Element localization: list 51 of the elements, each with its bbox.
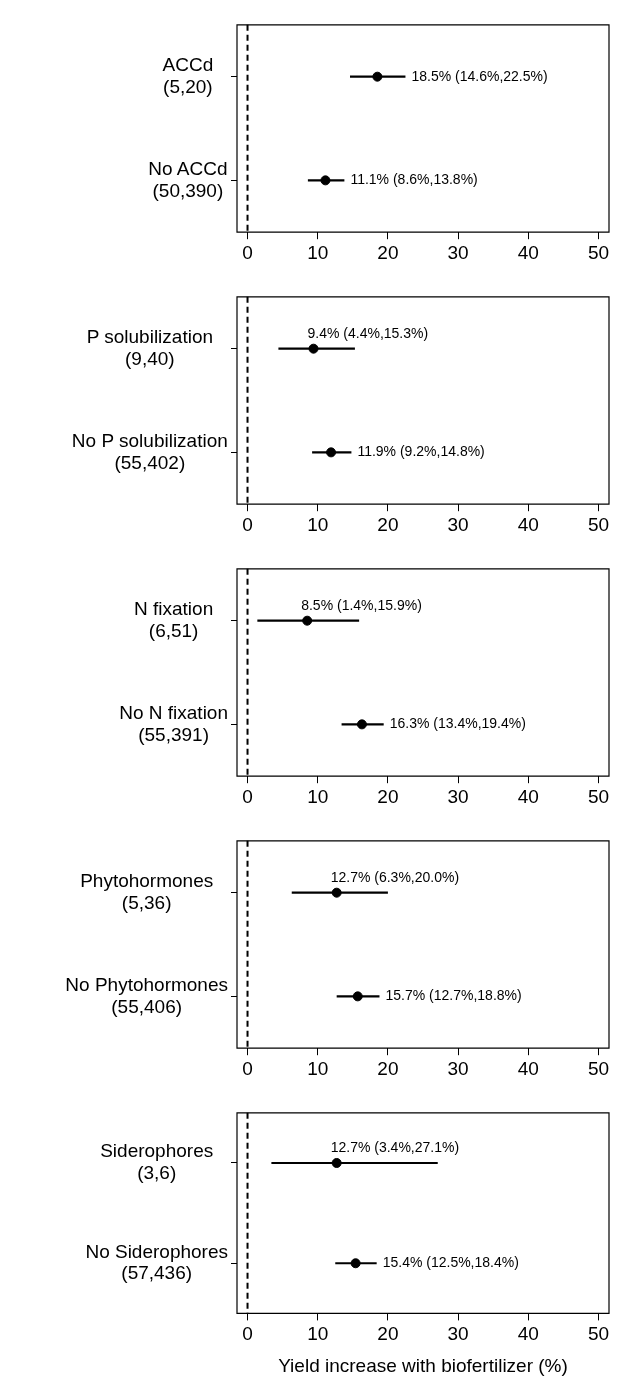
y-tick-label: Phytohormones (5,36) — [80, 870, 214, 913]
x-tick-label: 20 — [377, 785, 399, 807]
x-tick-label: 30 — [447, 1323, 469, 1345]
data-label: 15.4% (12.5%,18.4%) — [382, 1254, 519, 1271]
x-tick-label: 10 — [307, 1057, 329, 1079]
x-tick-label: 20 — [377, 1057, 399, 1079]
y-tick-label: No ACCd (50,390) — [148, 157, 228, 201]
y-tick-label: No Siderophores (57,436) — [85, 1240, 229, 1284]
x-tick-label: 40 — [517, 1057, 539, 1079]
x-tick-label: 20 — [377, 1323, 399, 1345]
data-label: 9.4% (4.4%,15.3%) — [307, 324, 429, 341]
x-tick-label: 0 — [242, 1323, 253, 1345]
data-label: 8.5% (1.4%,15.9%) — [301, 596, 422, 613]
x-tick-label: 10 — [307, 1323, 329, 1345]
x-tick-label: 50 — [587, 513, 610, 535]
x-tick-label: 50 — [587, 241, 610, 263]
data-label: 18.5% (14.6%,22.5%) — [411, 67, 548, 84]
x-tick-label: 30 — [447, 785, 469, 807]
x-tick-label: 50 — [587, 1057, 610, 1079]
x-tick-label: 40 — [517, 1323, 539, 1345]
x-tick-label: 40 — [517, 785, 539, 807]
x-tick-label: 30 — [447, 513, 469, 535]
x-tick-label: 30 — [447, 1057, 469, 1079]
data-label: 12.7% (6.3%,20.0%) — [330, 868, 460, 885]
data-label: 11.9% (9.2%,14.8%) — [357, 443, 485, 460]
x-axis-title: Yield increase with biofertilizer (%) — [278, 1354, 568, 1376]
x-tick-label: 30 — [447, 241, 469, 263]
y-tick-label: No Phytohormones (55,406) — [65, 973, 229, 1017]
x-tick-label: 50 — [587, 785, 610, 807]
x-tick-label: 10 — [307, 785, 329, 807]
data-label: 12.7% (3.4%,27.1%) — [330, 1138, 460, 1155]
x-tick-label: 40 — [517, 241, 539, 263]
x-tick-label: 0 — [242, 1057, 253, 1079]
data-label: 11.1% (8.6%,13.8%) — [350, 171, 478, 188]
x-tick-label: 0 — [242, 241, 253, 263]
y-tick-label: N fixation (6,51) — [134, 598, 214, 641]
x-tick-label: 50 — [587, 1323, 610, 1345]
x-tick-label: 0 — [242, 513, 253, 535]
y-tick-label: ACCd (5,20) — [162, 54, 214, 97]
y-tick-label: P solubilization (9,40) — [86, 326, 214, 369]
x-tick-label: 10 — [307, 241, 329, 263]
y-tick-label: Siderophores (3,6) — [100, 1140, 214, 1184]
x-tick-label: 20 — [377, 241, 399, 263]
y-tick-label: No P solubilization (55,402) — [71, 429, 228, 473]
x-tick-label: 0 — [242, 785, 253, 807]
x-tick-label: 20 — [377, 513, 399, 535]
x-tick-label: 10 — [307, 513, 329, 535]
y-tick-label: No N fixation (55,391) — [119, 701, 229, 745]
data-label: 16.3% (13.4%,19.4%) — [389, 715, 526, 732]
data-label: 15.7% (12.7%,18.8%) — [385, 987, 522, 1004]
x-tick-label: 40 — [517, 513, 539, 535]
